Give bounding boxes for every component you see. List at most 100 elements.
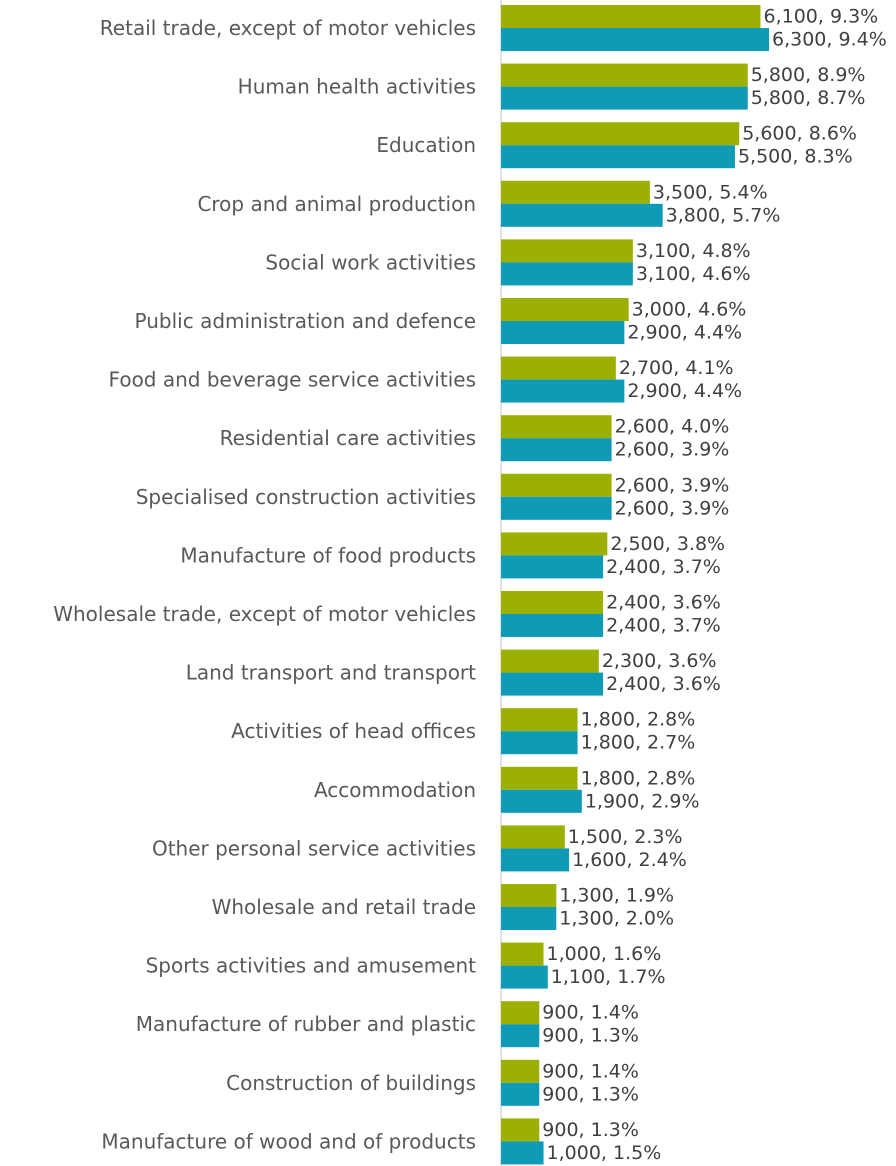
data-label-series-1: 1,800, 2.8%	[581, 767, 696, 789]
bar-series-2	[501, 145, 735, 169]
bar-series-2	[501, 614, 604, 637]
category-label: Manufacture of food products	[180, 543, 476, 567]
data-label-series-2: 1,600, 2.4%	[572, 849, 687, 871]
data-label-series-2: 1,100, 1.7%	[551, 966, 666, 988]
category-label: Public administration and defence	[135, 309, 476, 333]
category-label: Land transport and transport	[186, 661, 476, 685]
category-label: Sports activities and amusement	[146, 954, 477, 978]
bar-series-1	[501, 239, 633, 263]
value-labels: 6,100, 9.3%6,300, 9.4% 5,800, 8.9%5,800, …	[542, 6, 886, 1164]
bar-series-2	[501, 907, 557, 930]
category-label: Crop and animal production	[197, 192, 476, 216]
data-label-series-2: 2,600, 3.9%	[615, 497, 730, 519]
data-label-series-1: 5,800, 8.9%	[751, 64, 866, 86]
data-label-series-2: 2,600, 3.9%	[615, 439, 730, 461]
bar-series-1	[501, 180, 650, 204]
bar-series-1	[501, 766, 578, 790]
category-labels: Retail trade, except of motor vehicles Hu…	[53, 16, 476, 1153]
bar-series-2	[501, 555, 604, 579]
bar-series-2	[501, 203, 663, 227]
data-label-series-2: 3,100, 4.6%	[636, 263, 751, 285]
bar-series-2	[501, 848, 570, 872]
bar-series-2	[501, 789, 582, 813]
bar-series-2	[501, 321, 625, 344]
category-label: Manufacture of rubber and plastic	[136, 1012, 476, 1036]
bar-series-1	[501, 122, 740, 146]
data-label-series-1: 2,600, 3.9%	[615, 474, 730, 496]
data-label-series-1: 3,100, 4.8%	[636, 240, 751, 262]
category-label: Residential care activities	[220, 426, 476, 450]
data-label-series-1: 900, 1.3%	[542, 1119, 639, 1141]
data-label-series-2: 1,300, 2.0%	[559, 908, 674, 930]
bar-series-2	[501, 672, 604, 696]
data-label-series-1: 2,300, 3.6%	[602, 650, 717, 672]
data-label-series-1: 2,500, 3.8%	[610, 533, 725, 555]
category-label: Manufacture of wood and of products	[101, 1129, 476, 1153]
bar-series-1	[501, 1001, 540, 1025]
bar-series-2	[501, 1082, 540, 1106]
bar-series-1	[501, 942, 544, 966]
data-label-series-1: 2,700, 4.1%	[619, 357, 734, 379]
category-label: Specialised construction activities	[136, 485, 476, 509]
data-label-series-2: 900, 1.3%	[542, 1083, 639, 1105]
data-label-series-1: 6,100, 9.3%	[763, 6, 878, 28]
bar-series-2	[501, 438, 612, 462]
data-label-series-2: 6,300, 9.4%	[772, 29, 887, 51]
bar-series-2	[501, 731, 578, 755]
bar-series-1	[501, 532, 608, 556]
bar-series-2	[501, 1141, 544, 1165]
bar-series-1	[501, 5, 761, 28]
category-label: Education	[376, 133, 476, 157]
bar-series-1	[501, 415, 612, 439]
category-label: Accommodation	[314, 778, 476, 802]
data-label-series-1: 2,600, 4.0%	[615, 416, 730, 438]
category-label: Retail trade, except of motor vehicles	[100, 16, 476, 40]
data-label-series-1: 3,500, 5.4%	[653, 181, 768, 203]
bar-series-2	[501, 28, 769, 51]
data-label-series-2: 2,900, 4.4%	[627, 380, 742, 402]
data-label-series-2: 1,000, 1.5%	[547, 1142, 662, 1164]
bar-series-1	[501, 1118, 540, 1142]
bar-series-1	[501, 63, 748, 87]
bar-series-2	[501, 1024, 540, 1048]
bar-series-1	[501, 708, 578, 732]
category-label: Social work activities	[265, 250, 476, 274]
bar-series-2	[501, 965, 548, 989]
data-label-series-2: 2,400, 3.6%	[606, 673, 721, 695]
bar-series-1	[501, 1059, 540, 1083]
data-label-series-1: 1,500, 2.3%	[568, 826, 683, 848]
bar-series-1	[501, 825, 565, 849]
bar-series-1	[501, 298, 629, 321]
data-label-series-2: 1,800, 2.7%	[581, 732, 696, 754]
data-label-series-1: 1,300, 1.9%	[559, 885, 674, 907]
data-label-series-1: 3,000, 4.6%	[632, 299, 747, 321]
data-label-series-1: 1,000, 1.6%	[547, 943, 662, 965]
data-label-series-2: 2,400, 3.7%	[606, 615, 721, 637]
category-label: Wholesale and retail trade	[212, 895, 476, 919]
data-label-series-2: 2,400, 3.7%	[606, 556, 721, 578]
bar-series-1	[501, 649, 599, 673]
data-label-series-2: 900, 1.3%	[542, 1025, 639, 1047]
category-label: Wholesale trade, except of motor vehicle…	[53, 602, 476, 626]
bars	[501, 5, 769, 1165]
bar-series-1	[501, 473, 612, 497]
category-label: Other personal service activities	[152, 836, 476, 860]
bar-series-1	[501, 356, 616, 380]
category-label: Food and beverage service activities	[109, 368, 476, 392]
bar-series-2	[501, 496, 612, 520]
data-label-series-1: 900, 1.4%	[542, 1060, 639, 1082]
category-label: Activities of head offices	[231, 719, 476, 743]
bar-series-1	[501, 591, 604, 614]
bar-series-2	[501, 86, 748, 110]
data-label-series-2: 1,900, 2.9%	[585, 790, 700, 812]
category-label: Human health activities	[238, 75, 476, 99]
category-label: Construction of buildings	[226, 1071, 476, 1095]
bar-series-2	[501, 379, 625, 403]
data-label-series-2: 5,500, 8.3%	[738, 146, 853, 168]
bar-series-2	[501, 262, 633, 286]
bar-series-1	[501, 884, 557, 907]
data-label-series-1: 1,800, 2.8%	[581, 709, 696, 731]
data-label-series-2: 2,900, 4.4%	[627, 322, 742, 344]
data-label-series-2: 3,800, 5.7%	[666, 204, 781, 226]
